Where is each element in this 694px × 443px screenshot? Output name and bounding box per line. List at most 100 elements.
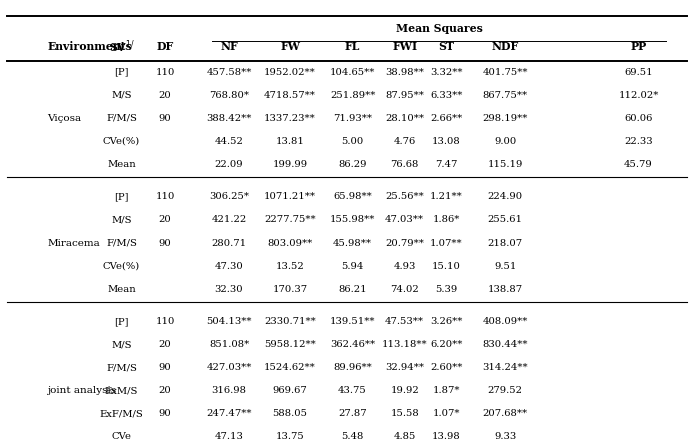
Text: SV$^{1/}$: SV$^{1/}$ [108,38,135,55]
Text: Viçosa: Viçosa [47,114,81,123]
Text: 69.51: 69.51 [624,68,653,77]
Text: 43.75: 43.75 [338,386,367,395]
Text: 13.98: 13.98 [432,432,461,441]
Text: 3.32**: 3.32** [430,68,462,77]
Text: 89.96**: 89.96** [333,363,372,372]
Text: 74.02: 74.02 [390,284,419,294]
Text: [P]: [P] [115,68,128,77]
Text: 224.90: 224.90 [488,192,523,202]
Text: M/S: M/S [111,215,132,225]
Text: 27.87: 27.87 [338,409,367,418]
Text: [P]: [P] [115,192,128,202]
Text: 1.07**: 1.07** [430,238,463,248]
Text: 32.30: 32.30 [214,284,244,294]
Text: DF: DF [157,41,174,52]
Text: 1.87*: 1.87* [432,386,460,395]
Text: 9.51: 9.51 [494,261,516,271]
Text: Mean: Mean [107,284,136,294]
Text: 13.75: 13.75 [276,432,305,441]
Text: 2330.71**: 2330.71** [264,317,316,326]
Text: 7.47: 7.47 [435,160,457,169]
Text: ST: ST [438,41,455,52]
Text: 851.08*: 851.08* [209,340,249,349]
Text: 6.20**: 6.20** [430,340,462,349]
Text: 5.39: 5.39 [435,284,457,294]
Text: 5.94: 5.94 [341,261,364,271]
Text: 969.67: 969.67 [273,386,307,395]
Text: 2.66**: 2.66** [430,114,462,123]
Text: [P]: [P] [115,317,128,326]
Text: 1.21**: 1.21** [430,192,463,202]
Text: PP: PP [630,41,647,52]
Text: 86.29: 86.29 [338,160,367,169]
Text: 1071.21**: 1071.21** [264,192,316,202]
Text: M/S: M/S [111,340,132,349]
Text: 6.33**: 6.33** [430,91,462,100]
Text: FL: FL [345,41,360,52]
Text: 13.81: 13.81 [276,137,305,146]
Text: 280.71: 280.71 [212,238,246,248]
Text: FW: FW [280,41,300,52]
Text: 65.98**: 65.98** [333,192,372,202]
Text: 199.99: 199.99 [273,160,307,169]
Text: ExM/S: ExM/S [105,386,138,395]
Text: 1952.02**: 1952.02** [264,68,316,77]
Text: 251.89**: 251.89** [330,91,375,100]
Text: 207.68**: 207.68** [482,409,528,418]
Text: 314.24**: 314.24** [482,363,528,372]
Text: CVe(%): CVe(%) [103,137,140,146]
Text: 588.05: 588.05 [273,409,307,418]
Text: 279.52: 279.52 [488,386,523,395]
Text: 38.98**: 38.98** [385,68,424,77]
Text: 45.98**: 45.98** [333,238,372,248]
Text: 60.06: 60.06 [625,114,652,123]
Text: 2.60**: 2.60** [430,363,462,372]
Text: 1.07*: 1.07* [432,409,460,418]
Text: 1524.62**: 1524.62** [264,363,316,372]
Text: Environments: Environments [47,41,132,52]
Text: 170.37: 170.37 [273,284,307,294]
Text: 504.13**: 504.13** [206,317,252,326]
Text: 9.33: 9.33 [494,432,516,441]
Text: 110: 110 [155,317,175,326]
Text: 3.26**: 3.26** [430,317,462,326]
Text: M/S: M/S [111,91,132,100]
Text: 138.87: 138.87 [488,284,523,294]
Text: 90: 90 [159,363,171,372]
Text: 28.10**: 28.10** [385,114,424,123]
Text: F/M/S: F/M/S [106,238,137,248]
Text: 139.51**: 139.51** [330,317,375,326]
Text: 90: 90 [159,409,171,418]
Text: 112.02*: 112.02* [618,91,659,100]
Text: 1.86*: 1.86* [432,215,460,225]
Text: 20.79**: 20.79** [385,238,424,248]
Text: 25.56**: 25.56** [385,192,424,202]
Text: 9.00: 9.00 [494,137,516,146]
Text: 316.98: 316.98 [212,386,246,395]
Text: ExF/M/S: ExF/M/S [99,409,144,418]
Text: 306.25*: 306.25* [209,192,249,202]
Text: Mean Squares: Mean Squares [396,23,482,34]
Text: F/M/S: F/M/S [106,363,137,372]
Text: 110: 110 [155,192,175,202]
Text: 427.03**: 427.03** [206,363,252,372]
Text: 15.58: 15.58 [390,409,419,418]
Text: 44.52: 44.52 [214,137,244,146]
Text: 71.93**: 71.93** [333,114,372,123]
Text: 4718.57**: 4718.57** [264,91,316,100]
Text: 113.18**: 113.18** [382,340,428,349]
Text: 803.09**: 803.09** [267,238,313,248]
Text: 1337.23**: 1337.23** [264,114,316,123]
Text: 867.75**: 867.75** [482,91,528,100]
Text: 22.09: 22.09 [214,160,244,169]
Text: 768.80*: 768.80* [209,91,249,100]
Text: 255.61: 255.61 [488,215,523,225]
Text: 110: 110 [155,68,175,77]
Text: 19.92: 19.92 [390,386,419,395]
Text: 5.48: 5.48 [341,432,364,441]
Text: 4.93: 4.93 [393,261,416,271]
Text: 104.65**: 104.65** [330,68,375,77]
Text: FWI: FWI [392,41,417,52]
Text: 90: 90 [159,238,171,248]
Text: 47.13: 47.13 [214,432,244,441]
